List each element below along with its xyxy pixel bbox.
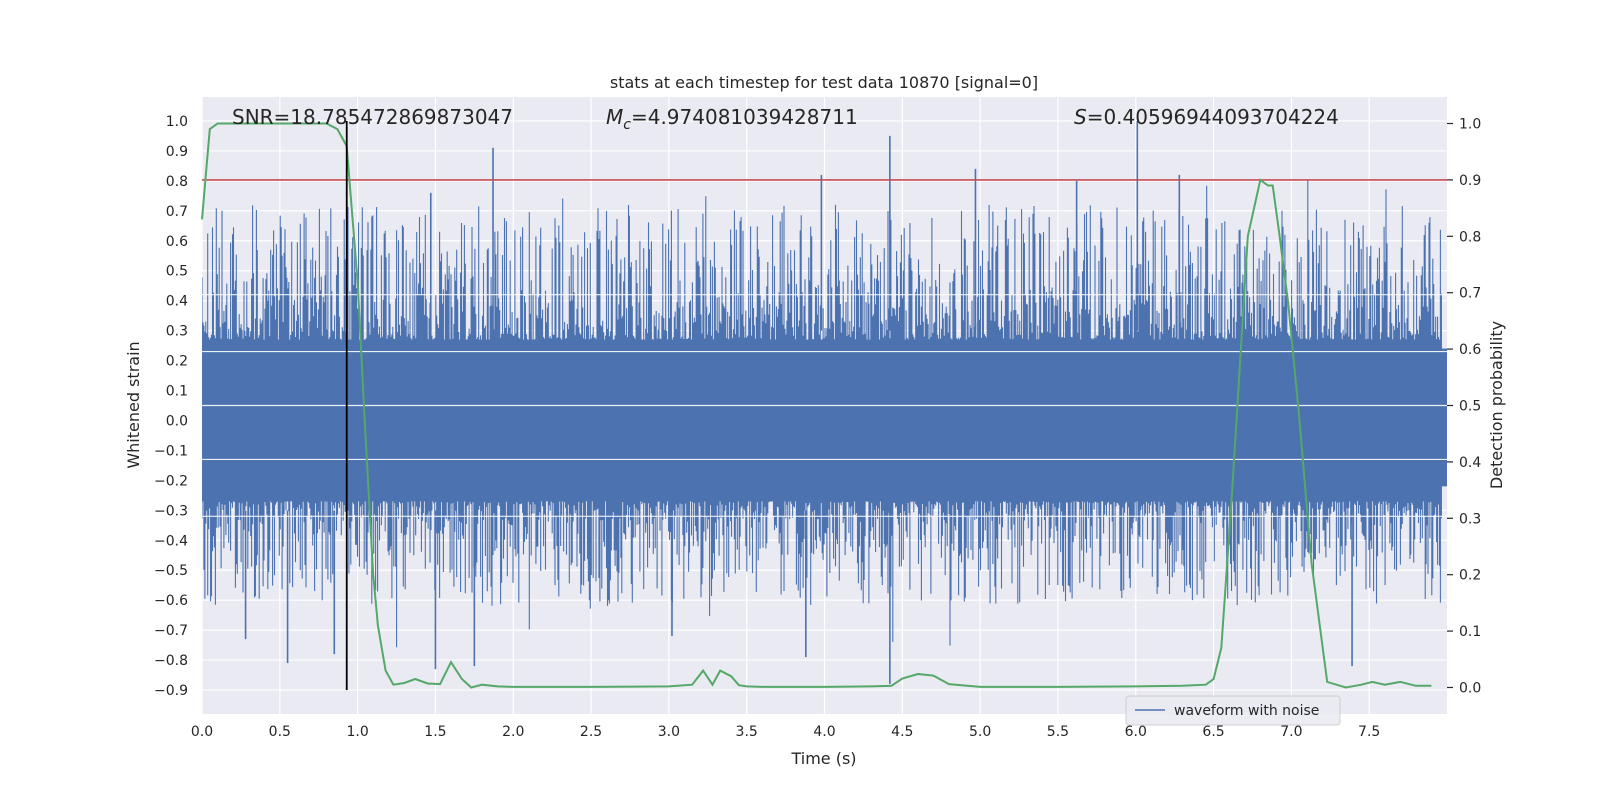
y-tick-label: −0.3 <box>154 503 188 519</box>
right-y-tick-label: 0.6 <box>1459 342 1481 358</box>
right-y-tick-label: 0.3 <box>1459 511 1481 527</box>
probability-line <box>201 122 1432 689</box>
chirp-mass-value: =4.974081039428711 <box>631 105 858 129</box>
right-y-axis-label: Detection probability <box>1487 321 1506 489</box>
s-annotation: S=0.40596944093704224 <box>1074 105 1339 129</box>
x-axis-ticks: 0.0 0.5 1.0 1.5 2.0 2.5 3.0 3.5 4.0 4.5 5.0 5.5 6.0 6… <box>191 724 1380 740</box>
y-tick-label: 0.6 <box>166 234 188 250</box>
x-tick-label: 6.5 <box>1202 724 1224 740</box>
right-y-tick-label: 0.2 <box>1459 568 1481 584</box>
y-tick-label: −0.9 <box>154 683 188 699</box>
y-tick-label: 0.1 <box>166 384 188 400</box>
y-tick-label: −0.1 <box>154 443 188 459</box>
x-tick-label: 0.5 <box>269 724 291 740</box>
y-tick-label: −0.2 <box>154 473 188 489</box>
right-y-tick-label: 1.0 <box>1459 117 1481 133</box>
chart-title: stats at each timestep for test data 108… <box>610 73 1038 92</box>
chirp-mass-annotation: Mc=4.974081039428711 <box>606 105 858 133</box>
right-y-axis-ticks: 1.0 0.9 0.8 0.7 0.6 0.5 0.4 0.3 0.2 0.1 0.0 <box>1447 117 1481 696</box>
x-tick-label: 5.0 <box>969 724 991 740</box>
y-tick-label: −0.7 <box>154 623 188 639</box>
s-symbol: S <box>1074 105 1087 129</box>
x-tick-label: 1.0 <box>346 724 368 740</box>
y-tick-label: 0.9 <box>166 144 188 160</box>
y-tick-label: −0.8 <box>154 653 188 669</box>
right-y-tick-label: 0.0 <box>1459 680 1481 696</box>
x-tick-label: 0.0 <box>191 724 213 740</box>
y-tick-label: 1.0 <box>166 114 188 130</box>
x-tick-label: 2.5 <box>580 724 602 740</box>
x-tick-label: 1.5 <box>424 724 446 740</box>
legend-box <box>1125 695 1341 726</box>
chirp-mass-subscript: c <box>623 117 631 133</box>
probability-series <box>201 122 1432 689</box>
snr-annotation: SNR=18.785472869873047 <box>232 105 513 129</box>
y-tick-label: 0.5 <box>166 264 188 280</box>
x-axis-label: Time (s) <box>790 749 856 768</box>
x-tick-label: 7.0 <box>1280 724 1302 740</box>
x-tick-label: 7.5 <box>1358 724 1380 740</box>
x-tick-label: 4.5 <box>891 724 913 740</box>
y-axis-label: Whitened strain <box>124 341 143 468</box>
y-tick-label: 0.0 <box>166 413 188 429</box>
y-tick-label: 0.7 <box>166 204 188 220</box>
right-y-tick-label: 0.7 <box>1459 286 1481 302</box>
x-tick-label: 4.0 <box>813 724 835 740</box>
x-tick-label: 5.5 <box>1047 724 1069 740</box>
y-tick-label: −0.4 <box>154 533 188 549</box>
right-y-tick-label: 0.5 <box>1459 399 1481 415</box>
y-axis-ticks: 1.0 0.9 0.8 0.7 0.6 0.5 0.4 0.3 0.2 0.1 0.0 −0.1 −0.… <box>154 114 188 699</box>
y-tick-label: 0.8 <box>166 174 188 190</box>
x-tick-label: 6.0 <box>1125 724 1147 740</box>
y-tick-label: 0.2 <box>166 354 188 370</box>
right-y-tick-label: 0.8 <box>1459 229 1481 245</box>
y-tick-label: 0.4 <box>166 294 188 310</box>
legend: waveform with noise <box>1125 695 1341 726</box>
y-tick-label: −0.5 <box>154 563 188 579</box>
legend-label: waveform with noise <box>1174 703 1319 719</box>
right-y-tick-label: 0.1 <box>1459 624 1481 640</box>
y-tick-label: 0.3 <box>166 324 188 340</box>
right-y-tick-label: 0.4 <box>1459 455 1481 471</box>
x-tick-label: 3.0 <box>658 724 680 740</box>
right-y-tick-label: 0.9 <box>1459 173 1481 189</box>
y-tick-label: −0.6 <box>154 593 188 609</box>
x-tick-label: 2.0 <box>502 724 524 740</box>
x-tick-label: 3.5 <box>736 724 758 740</box>
waveform-noise <box>202 179 1442 648</box>
s-value: =0.40596944093704224 <box>1087 105 1339 129</box>
chirp-mass-symbol: M <box>606 105 623 129</box>
